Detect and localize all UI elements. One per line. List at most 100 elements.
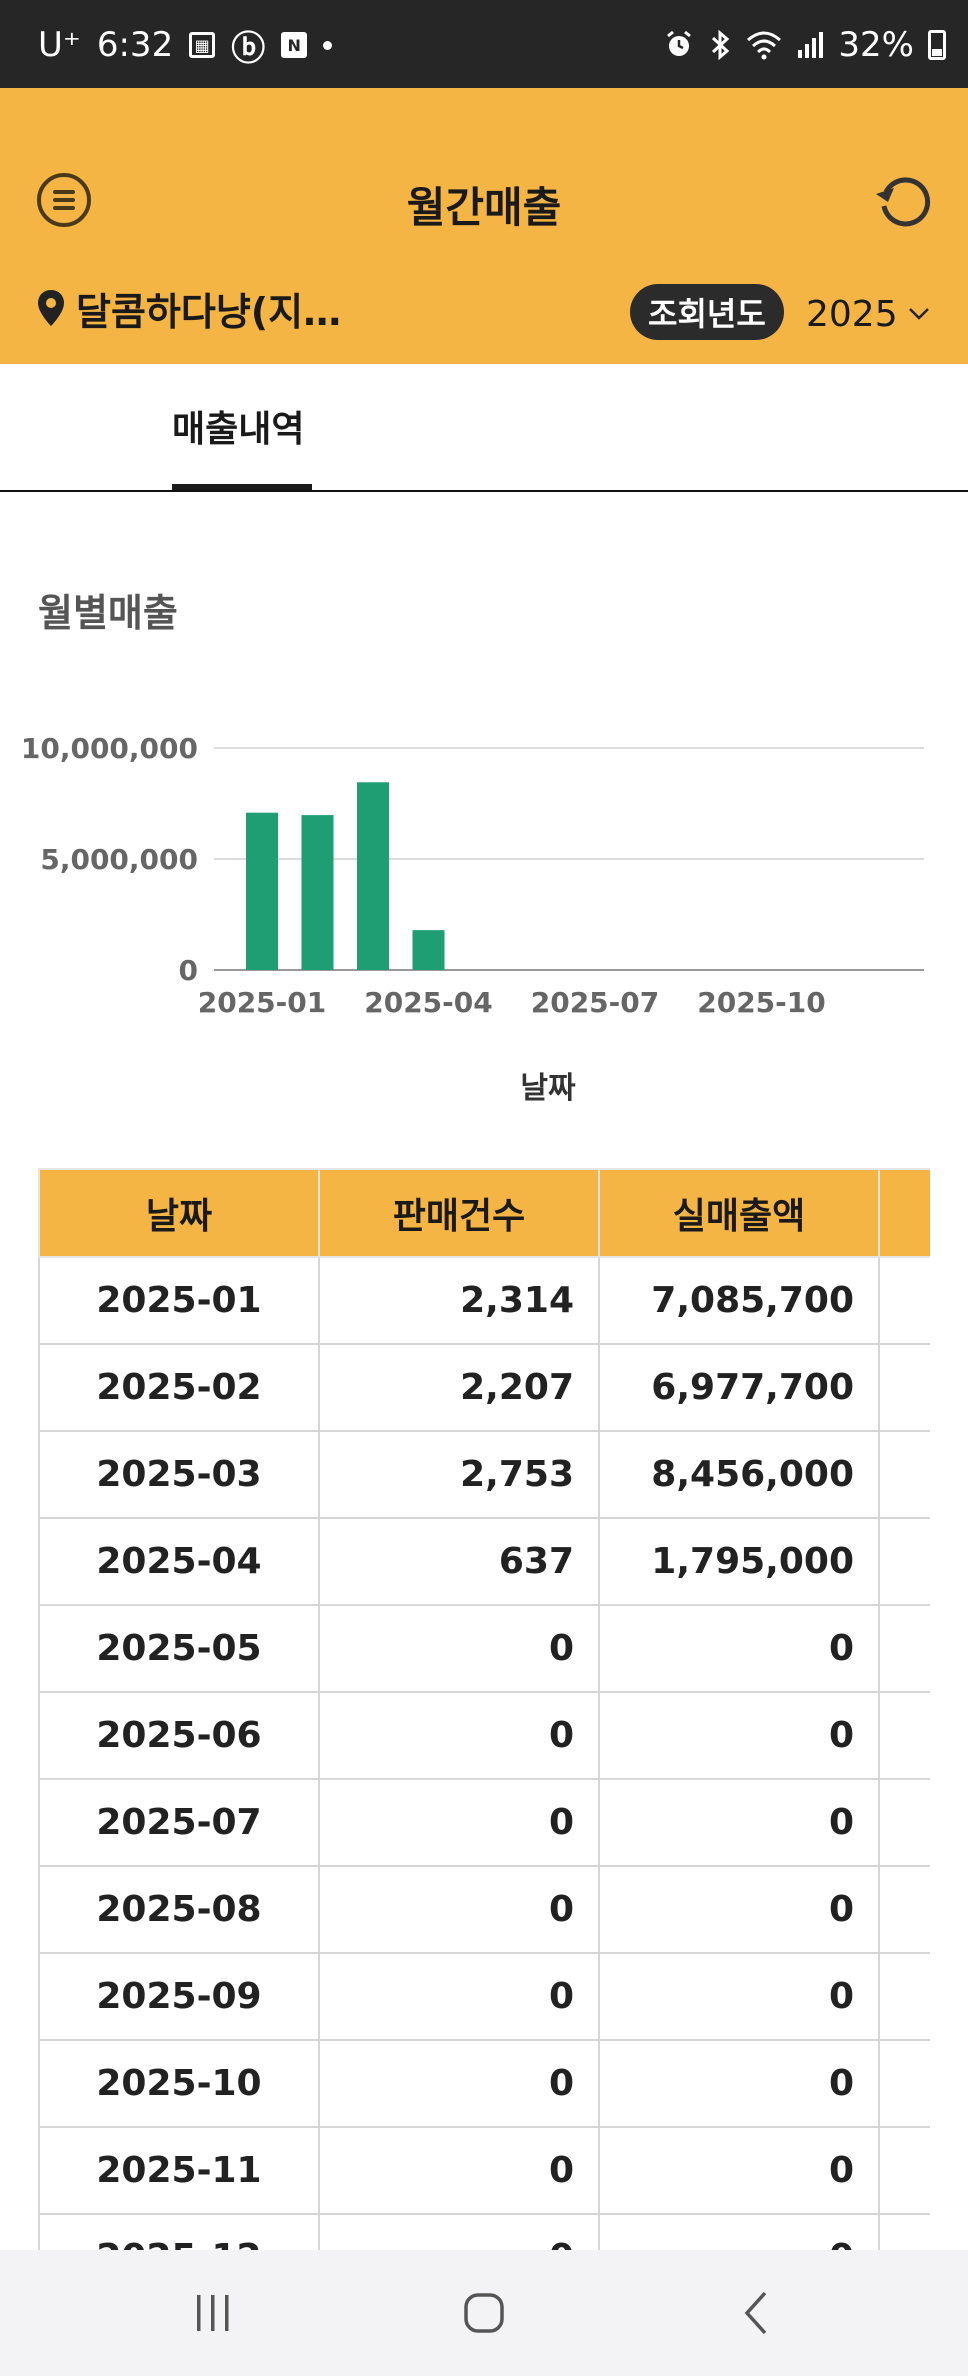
store-selector[interactable]: 달콤하다냥(지… — [36, 284, 341, 334]
cell-count: 2,207 — [318, 1343, 600, 1432]
table-row: 2025-04 637 1,795,000 — [38, 1517, 930, 1606]
dot-icon — [323, 40, 333, 50]
x-tick-label: 2025-01 — [198, 986, 327, 1019]
table-row: 2025-06 0 0 — [38, 1691, 930, 1780]
cell-amount: 0 — [598, 2039, 880, 2128]
cell-date: 2025-06 — [38, 1691, 320, 1780]
cell-amount: 0 — [598, 1691, 880, 1780]
y-tick-label: 10,000,000 — [21, 732, 198, 765]
cell-amount: 0 — [598, 2213, 880, 2250]
year-label-badge: 조회년도 — [630, 284, 784, 340]
tab-sales-history[interactable]: 매출내역 — [172, 409, 305, 450]
cell-amount: 8,456,000 — [598, 1430, 880, 1519]
cell-count: 0 — [318, 2213, 600, 2250]
cell-date: 2025-11 — [38, 2126, 320, 2215]
cell-date: 2025-05 — [38, 1604, 320, 1693]
bar — [301, 815, 334, 970]
cell-date: 2025-09 — [38, 1952, 320, 2041]
cell-date: 2025-07 — [38, 1778, 320, 1867]
cell-amount: 0 — [598, 1604, 880, 1693]
cell-amount: 0 — [598, 1952, 880, 2041]
status-right: 32% — [664, 25, 946, 65]
cell-date: 2025-01 — [38, 1256, 320, 1345]
cell-count: 0 — [318, 2126, 600, 2215]
table-row: 2025-09 0 0 — [38, 1952, 930, 2041]
app-header: 월간매출 달콤하다냥(지… 조회년도 2025 — [0, 88, 968, 364]
bar — [357, 782, 389, 970]
cell-date: 2025-02 — [38, 1343, 320, 1432]
cell-extra — [878, 1865, 930, 1954]
year-dropdown[interactable]: 2025 — [806, 286, 930, 342]
cell-count: 0 — [318, 1604, 600, 1693]
table-row: 2025-02 2,207 6,977,700 — [38, 1343, 930, 1432]
header-amount: 실매출액 — [598, 1168, 880, 1258]
cell-count: 2,753 — [318, 1430, 600, 1519]
bluetooth-icon — [712, 30, 730, 60]
cell-date: 2025-12 — [38, 2213, 320, 2250]
cell-extra — [878, 1691, 930, 1780]
battery-icon — [928, 30, 946, 60]
cell-amount: 6,977,700 — [598, 1343, 880, 1432]
menu-icon[interactable] — [36, 172, 92, 228]
home-icon[interactable] — [451, 2280, 517, 2346]
section-title: 월별매출 — [38, 591, 178, 635]
cell-count: 0 — [318, 1778, 600, 1867]
calendar-icon: ▦ — [189, 32, 216, 58]
table-header-row: 날짜 판매건수 실매출액 — [38, 1168, 930, 1258]
cell-extra — [878, 1604, 930, 1693]
table-row: 2025-07 0 0 — [38, 1778, 930, 1867]
cell-amount: 1,795,000 — [598, 1517, 880, 1606]
cell-date: 2025-04 — [38, 1517, 320, 1606]
carrier-label: U⁺ — [38, 25, 81, 65]
sales-table-container[interactable]: 날짜 판매건수 실매출액 2025-01 2,314 7,085,700 2025-0… — [38, 1168, 930, 2250]
battery-percent: 32% — [838, 25, 914, 65]
cell-extra — [878, 1256, 930, 1345]
cell-extra — [878, 1952, 930, 2041]
x-tick-label: 2025-07 — [531, 986, 660, 1019]
cell-date: 2025-10 — [38, 2039, 320, 2128]
y-tick-label: 0 — [179, 954, 198, 987]
recent-apps-icon[interactable] — [180, 2280, 246, 2346]
wifi-icon — [747, 31, 782, 60]
chevron-down-icon — [908, 308, 929, 320]
header-extra — [878, 1168, 930, 1258]
table-row: 2025-08 0 0 — [38, 1865, 930, 1954]
store-name: 달콤하다냥(지… — [76, 289, 342, 334]
tab-bar: 매출내역 — [0, 364, 968, 492]
location-pin-icon — [38, 290, 64, 326]
cell-extra — [878, 2213, 930, 2250]
status-left: U⁺ 6:32 ▦ ⓑ N — [38, 25, 333, 69]
cell-count: 2,314 — [318, 1256, 600, 1345]
cell-count: 0 — [318, 2039, 600, 2128]
system-nav-bar — [0, 2250, 968, 2376]
cell-amount: 0 — [598, 2126, 880, 2215]
cell-date: 2025-03 — [38, 1430, 320, 1519]
table-row: 2025-11 0 0 — [38, 2126, 930, 2215]
header-count: 판매건수 — [318, 1168, 600, 1258]
year-value: 2025 — [806, 293, 898, 335]
alarm-icon — [667, 30, 692, 56]
cell-extra — [878, 1778, 930, 1867]
monthly-sales-chart: 0 5,000,000 10,000,000 2025-01 2025-04 2025-0… — [21, 732, 924, 1106]
status-bar: U⁺ 6:32 ▦ ⓑ N 32% — [0, 0, 968, 88]
refresh-icon[interactable] — [872, 170, 932, 230]
cell-amount: 0 — [598, 1865, 880, 1954]
signal-icon — [798, 32, 824, 58]
x-tick-label: 2025-04 — [364, 986, 493, 1019]
cell-amount: 0 — [598, 1778, 880, 1867]
cell-count: 0 — [318, 1865, 600, 1954]
cell-count: 637 — [318, 1517, 600, 1606]
back-icon[interactable] — [724, 2280, 790, 2346]
cell-extra — [878, 2126, 930, 2215]
sales-table: 날짜 판매건수 실매출액 2025-01 2,314 7,085,700 2025-0… — [38, 1168, 930, 2250]
table-row: 2025-10 0 0 — [38, 2039, 930, 2128]
x-tick-label: 2025-10 — [697, 986, 826, 1019]
clock: 6:32 — [96, 25, 174, 65]
bar — [246, 812, 278, 970]
cell-extra — [878, 1430, 930, 1519]
y-tick-label: 5,000,000 — [40, 843, 198, 876]
cell-extra — [878, 1343, 930, 1432]
cell-count: 0 — [318, 1691, 600, 1780]
active-tab-indicator — [172, 484, 312, 490]
table-row: 2025-03 2,753 8,456,000 — [38, 1430, 930, 1519]
